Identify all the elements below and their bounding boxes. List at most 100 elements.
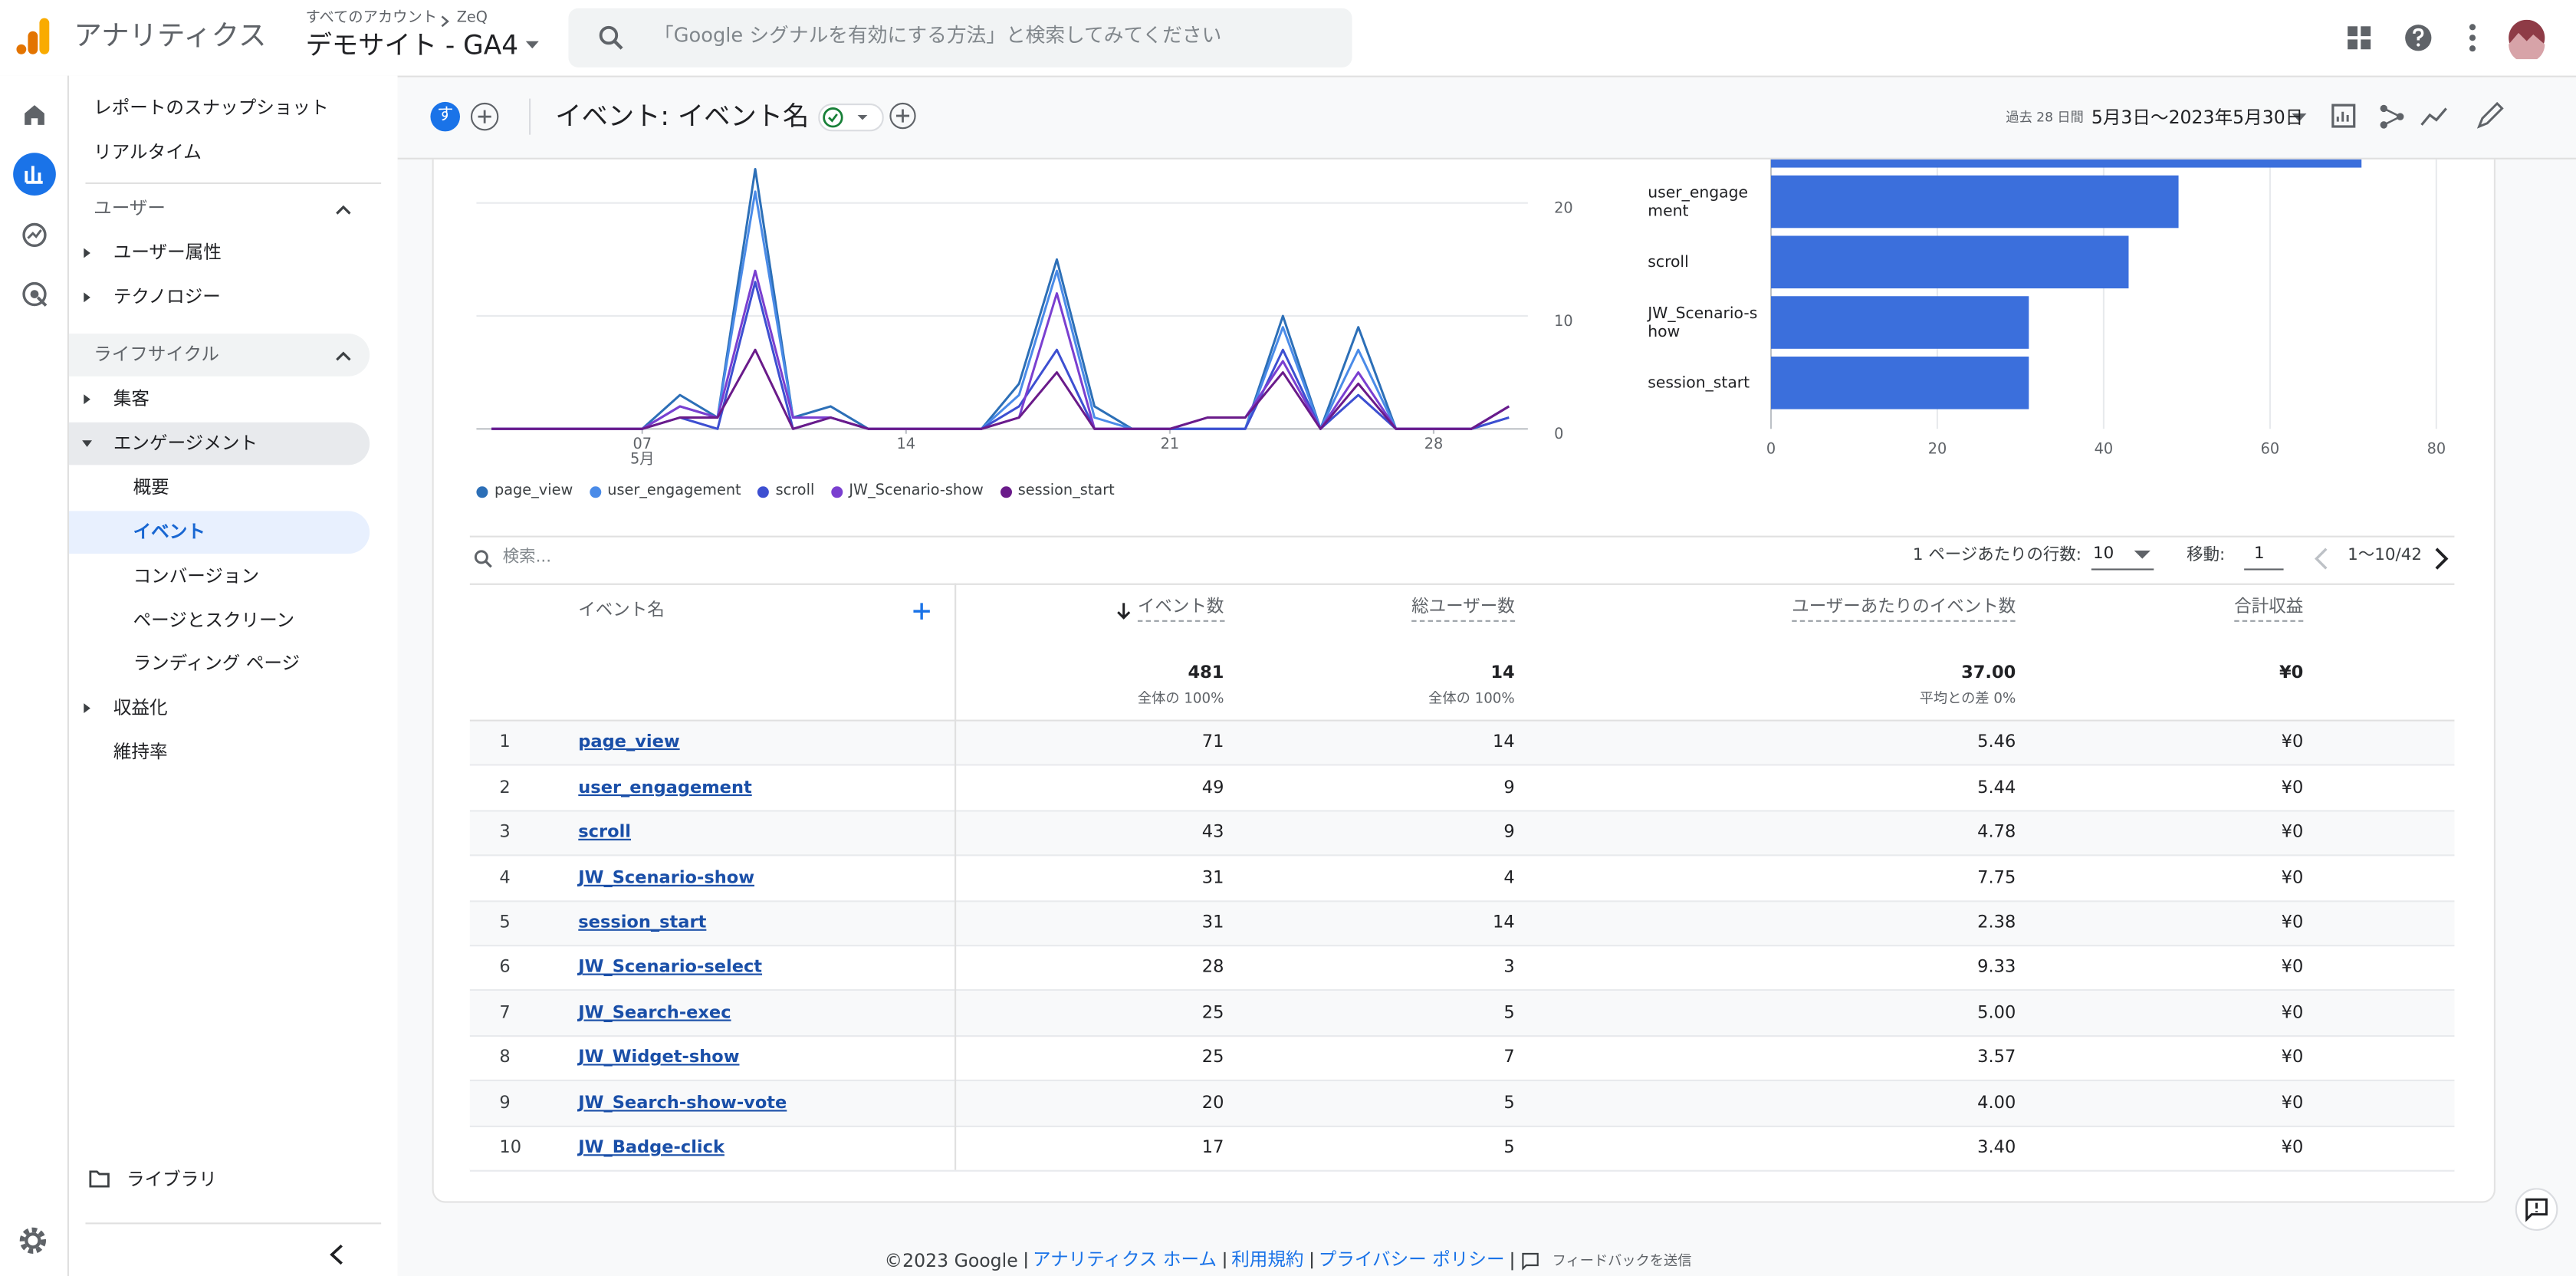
footer-link[interactable]: プライバシー ポリシー [1310,1251,1511,1268]
nav-item[interactable]: 維持率 [113,741,168,763]
toolbar-icons[interactable] [2330,101,2511,132]
table-row [469,1036,2455,1082]
collapse-nav[interactable] [329,1244,345,1265]
event-name[interactable]: JW_Search-show-vote [578,1093,787,1113]
nav-item[interactable]: イベント [133,521,205,543]
bar [1771,357,2029,409]
status-chip[interactable] [818,104,884,132]
total-value: 37.00 [1961,663,2016,683]
nav-item[interactable]: 集客 [113,387,150,409]
label-line: how [1648,322,1680,340]
nav-item[interactable]: コンバージョン [133,565,260,587]
event-name[interactable]: JW_Scenario-show [578,867,755,888]
nav-item[interactable]: ページとスクリーン [133,610,295,632]
nav-item[interactable]: 収益化 [113,696,168,719]
row-index: 1 [499,732,511,753]
legend-item[interactable]: page_view [476,483,573,499]
row-index: 3 [499,822,511,843]
event-name[interactable]: JW_Badge-click [578,1137,724,1158]
nav-item[interactable]: 概要 [133,476,169,498]
label-line: user_engage [1648,183,1748,202]
settings[interactable] [18,1226,48,1256]
bar [1771,235,2129,289]
nav-item[interactable]: ライブラリ [127,1168,217,1190]
legend-item[interactable]: session_start [1000,483,1115,499]
date-range[interactable]: 5月3日〜2023年5月30日 [2091,107,2304,129]
section-toggle[interactable] [335,350,351,361]
legend-swatch [476,485,488,498]
goto-page[interactable]: 1 [2254,544,2265,564]
table-row [469,766,2455,812]
event-name[interactable]: JW_Search-exec [578,1002,731,1023]
nav-expand[interactable] [80,702,94,715]
nav-panel [69,75,398,1276]
property-name[interactable]: デモサイト - GA4 [305,29,519,61]
column-header[interactable]: 総ユーザー数 [1411,597,1515,623]
footer-link[interactable]: アナリティクス ホーム [1024,1251,1223,1268]
header-icons[interactable] [2346,19,2560,60]
row-index: 7 [499,1002,511,1023]
add-comparison[interactable] [470,102,500,132]
add-dimension[interactable] [912,601,932,621]
segment-chip[interactable] [430,101,460,132]
nav-item[interactable]: リアルタイム [94,141,202,163]
cell-value: 9 [1503,822,1515,843]
table-search[interactable]: 検索... [502,548,552,567]
nav-item[interactable]: ライフサイクル [94,344,219,365]
rows-per-page[interactable]: 10 [2093,544,2114,564]
cell-value: ¥0 [2281,913,2304,932]
feedback-button[interactable] [2515,1188,2558,1231]
breadcrumb-chevron [441,15,449,28]
nav-item[interactable]: ユーザー [94,197,166,219]
legend-item[interactable]: user_engagement [589,483,741,499]
nav-expand[interactable] [80,437,94,450]
icon [1522,1251,1539,1270]
row-index: 4 [499,867,511,888]
table-row [469,721,2455,767]
legend-item[interactable]: scroll [757,483,814,499]
series-line [491,190,1510,430]
legend-item[interactable]: JW_Scenario-show [830,483,984,500]
prev-page[interactable] [2313,548,2329,571]
nav-expand[interactable] [80,291,94,304]
add-filter[interactable] [889,102,916,130]
rail-icons[interactable] [10,95,59,317]
select-underline [2091,568,2154,571]
event-name[interactable]: scroll [578,822,632,843]
nav-item[interactable]: レポートのスナップショット [94,97,329,119]
event-name[interactable]: session_start [578,913,707,932]
search-box[interactable] [568,8,1352,67]
column-header[interactable]: イベント数 [1137,597,1224,623]
bar-category-label: JW_Scenario-s how [1646,304,1757,340]
cell-value: 9.33 [1977,957,2016,978]
nav-item[interactable]: エンゲージメント [113,432,258,454]
legend-label: JW_Scenario-show [849,483,984,500]
column-header[interactable]: 合計収益 [2234,597,2304,623]
bar-category-label: user_engage ment [1648,183,1748,220]
nav-expand[interactable] [80,246,94,259]
cell-value: 14 [1493,732,1515,753]
date-dropdown[interactable] [2292,113,2307,122]
event-name[interactable]: user_engagement [578,778,752,798]
section-toggle[interactable] [335,204,351,215]
rows-per-page-label: 1 ページあたりの行数: [1912,547,2082,565]
table-row [469,901,2455,947]
event-name[interactable]: page_view [578,732,680,753]
table-row [469,991,2455,1037]
event-name[interactable]: JW_Scenario-select [578,957,763,978]
nav-item[interactable]: ユーザー属性 [113,242,222,264]
feedback-link[interactable]: フィードバックを送信 [1552,1254,1692,1271]
nav-item[interactable]: テクノロジー [113,286,221,307]
segment-label: す [437,106,454,125]
property-dropdown[interactable] [525,41,539,50]
cell-value: 17 [1201,1137,1224,1158]
event-name[interactable]: JW_Widget-show [578,1047,740,1068]
search-placeholder: 「Google シグナルを有効にする方法」と検索してみてください [653,24,1222,48]
next-page[interactable] [2433,548,2450,571]
nav-item[interactable]: ランディング ページ [133,652,301,674]
nav-expand[interactable] [80,393,94,406]
column-header[interactable]: ユーザーあたりのイベント数 [1792,597,2016,623]
footer-link[interactable]: 利用規約 [1223,1251,1310,1268]
cell-value: ¥0 [2281,957,2304,978]
